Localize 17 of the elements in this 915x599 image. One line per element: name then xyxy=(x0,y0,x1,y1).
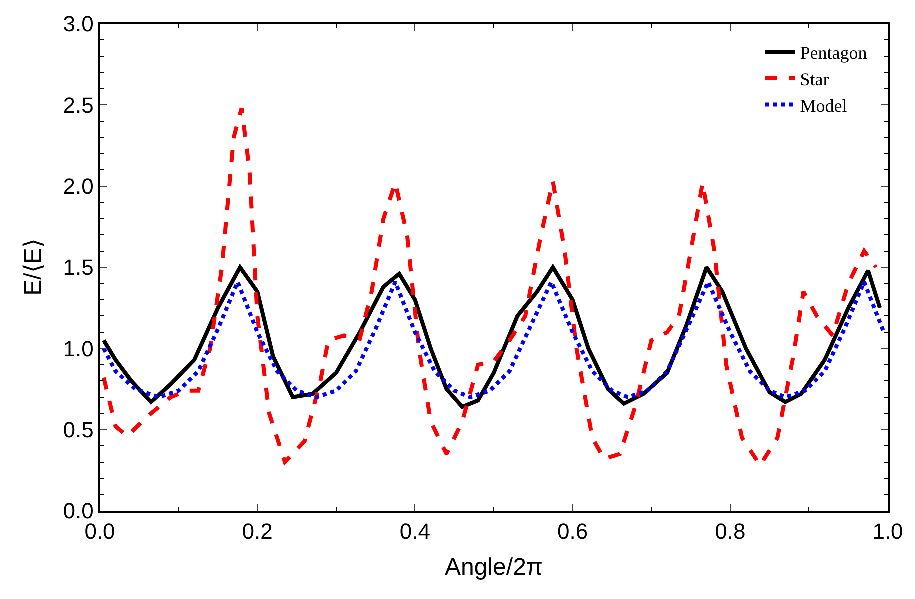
line-series xyxy=(102,280,886,400)
y-tick-label: 2.0 xyxy=(63,174,94,200)
x-tick-label: 0.4 xyxy=(400,519,430,544)
y-tick-label: 1.0 xyxy=(63,336,94,362)
y-axis-title: E/⟨E⟩ xyxy=(20,239,47,296)
legend-label: Star xyxy=(800,69,830,90)
x-tick-label: 0.6 xyxy=(558,519,588,544)
legend-label: Pentagon xyxy=(800,42,868,63)
x-tick-label: 0.8 xyxy=(715,519,746,544)
y-tick-label: 0.5 xyxy=(63,418,94,443)
y-tick-label: 2.5 xyxy=(63,92,94,118)
x-tick-label: 0.2 xyxy=(242,519,273,544)
y-tick-label: 3.0 xyxy=(63,12,94,37)
x-axis-title: Angle/2π xyxy=(445,554,543,581)
x-tick-label: 1.0 xyxy=(872,519,904,544)
legend-label: Model xyxy=(800,96,848,116)
y-tick-label: 1.5 xyxy=(63,255,94,280)
